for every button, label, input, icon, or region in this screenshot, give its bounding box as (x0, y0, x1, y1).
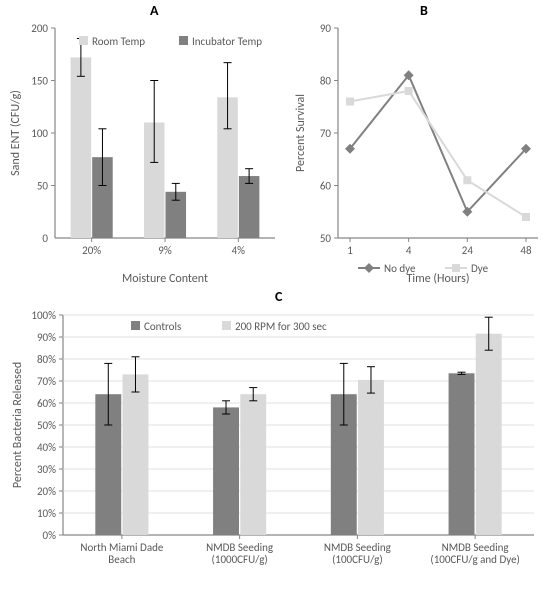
series-line (350, 91, 526, 217)
svg-text:10%: 10% (37, 507, 56, 520)
svg-text:48: 48 (520, 244, 532, 257)
legend-marker (364, 263, 374, 273)
svg-text:4: 4 (406, 244, 412, 257)
svg-text:70: 70 (320, 127, 332, 140)
svg-text:80: 80 (320, 75, 332, 88)
bar (213, 407, 239, 535)
legend-swatch (179, 36, 188, 45)
svg-text:0%: 0% (43, 529, 57, 542)
legend-marker (452, 264, 460, 272)
svg-text:(100CFU/g and Dye): (100CFU/g and Dye) (430, 553, 520, 566)
svg-text:0: 0 (42, 232, 48, 245)
svg-text:40%: 40% (37, 441, 56, 454)
svg-text:20%: 20% (37, 485, 56, 498)
svg-text:30%: 30% (37, 463, 56, 476)
svg-text:1: 1 (347, 244, 353, 257)
svg-text:Time (Hours): Time (Hours) (407, 272, 470, 286)
svg-text:100%: 100% (31, 309, 56, 322)
svg-text:(100CFU/g): (100CFU/g) (332, 553, 383, 566)
chart-b: 50 60 70 80 90 Percent Survival Time (Hours) 1 4… (290, 18, 548, 288)
legend-label: Controls (144, 320, 181, 333)
svg-text:Percent Bacteria Released: Percent Bacteria Released (11, 362, 25, 488)
svg-text:50%: 50% (37, 419, 56, 432)
svg-text:90%: 90% (37, 331, 56, 344)
svg-text:(1000CFU/g): (1000CFU/g) (212, 553, 268, 566)
panel-a-title: A (150, 2, 158, 19)
svg-text:80%: 80% (37, 353, 56, 366)
bar (123, 374, 149, 535)
bar (449, 373, 475, 535)
panel-b-title: B (420, 2, 428, 19)
legend-swatch (79, 36, 88, 45)
marker-square (522, 213, 530, 221)
svg-text:20%: 20% (82, 244, 101, 257)
svg-text:50: 50 (37, 180, 49, 193)
legend-label: Room Temp (92, 35, 145, 48)
legend-swatch (131, 321, 140, 330)
bar (240, 394, 266, 535)
legend-label: Incubator Temp (192, 35, 262, 48)
svg-text:Moisture Content: Moisture Content (122, 272, 208, 286)
chart-a: 50 100 150 200 0 Sand ENT (CFU/g) Moisture Con… (5, 18, 285, 288)
svg-text:50: 50 (320, 232, 332, 245)
bar (239, 176, 260, 238)
svg-text:24: 24 (462, 244, 474, 257)
svg-text:70%: 70% (37, 375, 56, 388)
svg-text:90: 90 (320, 22, 332, 35)
svg-text:150: 150 (31, 75, 48, 88)
legend-swatch (222, 321, 231, 330)
legend-label: Dye (471, 262, 489, 275)
svg-text:Percent Survival: Percent Survival (294, 94, 308, 172)
svg-text:Beach: Beach (108, 553, 135, 566)
svg-text:9%: 9% (158, 244, 172, 257)
panel-c-title: C (275, 288, 282, 305)
svg-text:Sand ENT (CFU/g): Sand ENT (CFU/g) (9, 90, 23, 176)
bar (358, 380, 384, 535)
svg-text:60%: 60% (37, 397, 56, 410)
legend-label: 200 RPM for 300 sec (235, 320, 327, 333)
bar (476, 334, 502, 535)
marker-square (463, 176, 471, 184)
svg-text:4%: 4% (232, 244, 246, 257)
marker-square (346, 98, 354, 106)
svg-text:200: 200 (31, 22, 48, 35)
chart-c: 0% 10% 20% 30% 40% 50% 60% 70% 80% 90% 100% Percent… (5, 305, 546, 595)
svg-text:100: 100 (31, 127, 48, 140)
marker-square (405, 87, 413, 95)
legend-label: No dye (384, 262, 416, 275)
svg-text:60: 60 (320, 180, 332, 193)
series-line (350, 75, 526, 212)
bar (71, 57, 92, 238)
